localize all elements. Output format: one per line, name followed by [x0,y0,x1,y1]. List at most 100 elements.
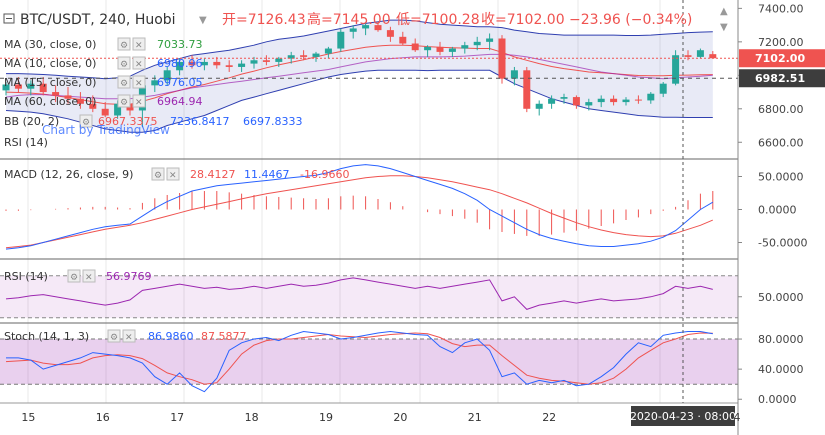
settings-icon[interactable]: ⚙ [107,329,121,343]
candle-body [622,99,630,103]
macd-hist-value: 28.4127 [190,168,236,181]
svg-text:✕: ✕ [125,333,133,343]
candle-body [696,50,704,57]
svg-text:✕: ✕ [135,41,143,51]
svg-text:⚙: ⚙ [120,60,128,70]
stoch-k-line [6,330,713,393]
macd-label[interactable]: MACD (12, 26, close, 9) [4,168,133,181]
settings-icon[interactable]: ⚙ [79,114,93,128]
close-icon[interactable]: ✕ [132,75,146,89]
crosshair-time-badge [631,406,735,426]
settings-icon[interactable]: ⚙ [151,167,165,181]
crosshair-time-label: 2020-04-23 · 08:00 [630,410,736,423]
x-tick-label: 20 [393,411,407,424]
svg-text:⚙: ⚙ [120,41,128,51]
candle-body [411,43,419,51]
chart-area[interactable] [0,0,738,435]
close-icon[interactable]: ✕ [82,269,96,283]
ma30-value: 7033.73 [157,38,203,51]
close-icon[interactable]: ✕ [132,94,146,108]
candle-body [89,103,97,109]
last-price-label: 7102.00 [755,52,805,65]
bb-lower-value: 6697.8333 [243,115,303,128]
stoch-band [0,339,738,385]
candle-body [684,55,692,57]
rsi-collapsed-label[interactable]: RSI (14) [4,136,48,149]
y-tick-label: 6600.00 [758,136,804,149]
ma15-label[interactable]: MA (15, close, 0) [4,76,96,89]
candle-body [52,92,60,96]
candle-body [374,25,382,31]
ma60-value: 6964.94 [157,95,203,108]
close-icon[interactable]: ✕ [166,167,180,181]
svg-text:⚙: ⚙ [120,79,128,89]
ma60-label[interactable]: MA (60, close, 0) [4,95,96,108]
change-value: −23.96 (−0.34%) [569,12,692,28]
settings-icon[interactable]: ⚙ [117,37,131,51]
crosshair-price-badge [739,69,825,88]
bb-label[interactable]: BB (20, 2) [4,115,59,128]
stoch-label[interactable]: Stoch (14, 1, 3) [4,330,89,343]
symbol-dropdown-icon[interactable]: ▼ [199,15,207,26]
candle-body [14,84,22,89]
collapse-legend-icon[interactable] [3,13,15,24]
candle-body [585,102,593,106]
ma10-value: 6980.96 [157,57,203,70]
study-legend: MA (30, close, 0) ⚙ ✕ 7033.73 MA (10, cl… [4,37,349,343]
svg-text:✕: ✕ [169,171,177,181]
y-tick-label: -50.0000 [758,237,807,250]
x-tick-label: 21 [468,411,482,424]
rsi-band [0,275,738,318]
settings-icon[interactable]: ⚙ [117,94,131,108]
macd-line [5,164,714,250]
tradingview-watermark[interactable]: Chart by TradingView [42,123,170,137]
candle-body [39,83,47,93]
stoch-d-value: 87.5877 [201,330,247,343]
x-tick-label: 18 [245,411,259,424]
x-tick-label: 4 [734,411,741,424]
candle-body [337,31,345,49]
candle-body [610,98,618,103]
stoch-d-line [5,332,713,385]
candle-body [672,55,680,84]
time-axis[interactable]: 15 16 17 18 19 20 21 22 2020-04-23 · 08:004 [21,406,741,426]
svg-text:✕: ✕ [135,79,143,89]
rsi-label[interactable]: RSI (14) [4,270,48,283]
pane-arrow-down-icon[interactable]: ▼ [720,22,728,33]
candle-body [64,95,72,99]
close-icon[interactable]: ✕ [132,37,146,51]
candle-body [200,61,208,66]
settings-icon[interactable]: ⚙ [117,75,131,89]
pane-arrow-up-icon[interactable]: ▲ [720,6,728,17]
candle-body [448,48,456,52]
bb-lower-line [5,69,713,133]
close-icon[interactable]: ✕ [122,329,136,343]
candle-body [386,30,394,37]
ma10-label[interactable]: MA (10, close, 0) [4,57,96,70]
settings-icon[interactable]: ⚙ [67,269,81,283]
candle-body [597,98,605,103]
candle-body [647,93,655,101]
candle-body [225,65,233,67]
candle-body [424,46,432,51]
candle-body [76,98,84,104]
ma15-value: 6976.05 [157,76,203,89]
stoch-k-value: 86.9860 [148,330,194,343]
y-tick-label: 40.0000 [758,363,804,376]
macd-pane [5,164,714,250]
y-tick-label: 6800.00 [758,103,804,116]
ma30-label[interactable]: MA (30, close, 0) [4,38,96,51]
svg-text:⚙: ⚙ [154,171,162,181]
candle-body [2,84,10,91]
svg-text:✕: ✕ [135,98,143,108]
open-value: 开=7126.43 [222,12,306,28]
close-icon[interactable]: ✕ [132,56,146,70]
candle-body [250,60,258,64]
candle-body [262,60,270,62]
candle-body [523,70,531,109]
candle-body [548,98,556,104]
settings-icon[interactable]: ⚙ [117,56,131,70]
y-tick-label: 7400.00 [758,2,804,15]
y-tick-label: 7200.00 [758,36,804,49]
